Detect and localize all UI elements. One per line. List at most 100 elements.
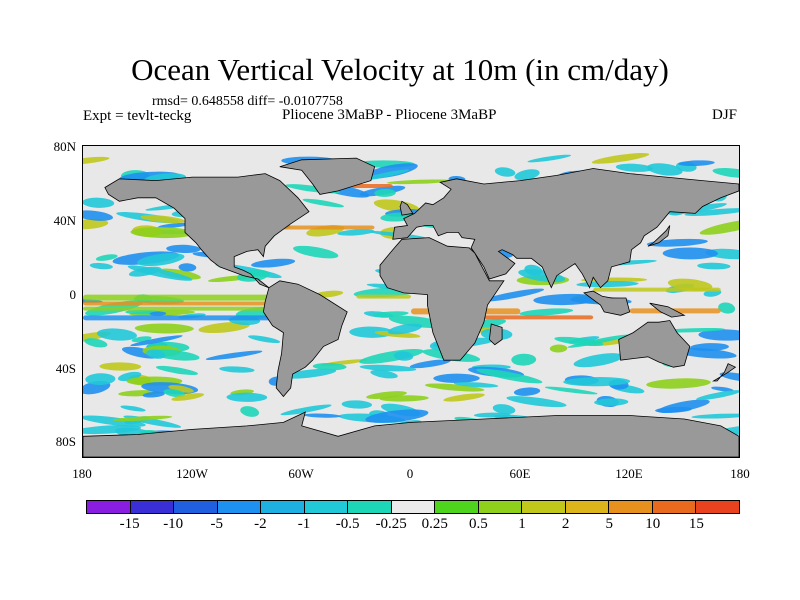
velocity-patch <box>95 254 118 261</box>
colorbar <box>86 500 740 514</box>
velocity-patch <box>615 163 653 172</box>
velocity-patch <box>678 160 715 167</box>
velocity-band <box>483 315 594 320</box>
velocity-patch <box>705 248 739 260</box>
velocity-patch <box>657 399 710 413</box>
velocity-patch <box>146 349 166 359</box>
velocity-patch <box>120 405 146 412</box>
africa-landmass <box>379 237 505 361</box>
velocity-patch <box>576 281 639 288</box>
velocity-patch <box>89 262 113 270</box>
velocity-patch <box>684 208 739 216</box>
colorbar-label: 0.25 <box>421 516 448 532</box>
colorbar-box <box>565 501 610 513</box>
velocity-band <box>593 287 721 292</box>
velocity-band <box>265 225 375 230</box>
experiment-label: Expt = tevlt-teckg <box>83 108 192 124</box>
colorbar-box <box>478 501 523 513</box>
velocity-patch <box>365 409 429 423</box>
velocity-patch <box>163 389 186 398</box>
velocity-patch <box>198 321 250 334</box>
colorbar-label: -5 <box>210 516 224 532</box>
velocity-patch <box>83 197 115 208</box>
velocity-patch <box>699 219 739 235</box>
velocity-patch <box>386 179 453 185</box>
velocity-patch <box>492 404 516 415</box>
velocity-patch <box>393 351 414 361</box>
velocity-patch <box>696 390 739 401</box>
velocity-patch <box>573 353 624 368</box>
velocity-patch <box>168 385 194 393</box>
colorbar-box <box>522 501 566 513</box>
velocity-patch <box>719 372 739 382</box>
colorbar-label: 1 <box>518 516 526 532</box>
comparison-label: Pliocene 3MaBP - Pliocene 3MaBP <box>282 107 497 123</box>
velocity-patch <box>280 404 332 416</box>
uk-landmass <box>399 200 414 216</box>
y-tick-40s: 40S <box>55 361 76 376</box>
new-guinea-landmass <box>649 302 686 318</box>
velocity-patch <box>506 396 567 408</box>
stats-line: rmsd= 0.648558 diff= -0.0107758 <box>152 94 343 109</box>
velocity-patch <box>140 215 186 224</box>
velocity-patch <box>302 198 345 208</box>
australia-landmass <box>618 320 691 368</box>
velocity-patch <box>370 369 398 379</box>
velocity-patch <box>473 412 511 418</box>
colorbar-label: -1 <box>297 516 311 532</box>
colorbar-box <box>435 501 479 513</box>
colorbar-label: 2 <box>561 516 570 532</box>
y-tick-40n: 40N <box>53 213 76 228</box>
velocity-patch <box>662 247 718 260</box>
velocity-band <box>356 294 411 299</box>
colorbar-label: -10 <box>163 516 184 532</box>
velocity-patch <box>697 262 731 270</box>
velocity-patch <box>83 415 146 427</box>
velocity-patch <box>205 350 263 361</box>
velocity-patch <box>306 224 345 237</box>
velocity-patch <box>483 288 544 302</box>
velocity-patch <box>514 169 540 181</box>
velocity-patch <box>519 308 574 316</box>
velocity-patch <box>646 378 711 389</box>
colorbar-box <box>304 501 349 513</box>
velocity-patch <box>718 302 736 314</box>
velocity-patch <box>251 258 296 268</box>
colorbar-label: 10 <box>645 516 661 532</box>
velocity-patch <box>96 328 138 341</box>
x-tick-120w: 120W <box>176 466 208 481</box>
x-tick-180e: 180 <box>730 466 750 481</box>
colorbar-label: 5 <box>605 516 613 532</box>
velocity-patch <box>359 349 424 364</box>
velocity-patch <box>563 377 631 387</box>
velocity-patch <box>374 188 396 197</box>
velocity-patch <box>83 425 142 435</box>
velocity-patch <box>85 373 116 385</box>
velocity-patch <box>84 338 108 348</box>
velocity-patch <box>359 364 417 372</box>
colorbar-box <box>696 501 739 513</box>
velocity-patch <box>359 169 410 181</box>
colorbar-label: -0.5 <box>335 516 360 532</box>
velocity-patch <box>282 368 337 379</box>
velocity-patch <box>155 365 199 375</box>
velocity-patch <box>248 335 281 344</box>
velocity-band <box>83 294 284 301</box>
colorbar-box <box>174 501 218 513</box>
north-america-landmass <box>104 173 310 289</box>
eurasia-landmass <box>392 168 739 289</box>
world-map <box>82 145 740 458</box>
velocity-patch <box>409 359 451 369</box>
velocity-patch <box>303 413 341 418</box>
velocity-patch <box>443 393 485 402</box>
velocity-band <box>83 301 320 306</box>
season-label: DJF <box>712 107 738 123</box>
velocity-patch <box>171 393 205 401</box>
colorbar-box <box>348 501 392 513</box>
velocity-patch <box>83 156 110 165</box>
velocity-patch <box>219 366 255 373</box>
x-tick-60w: 60W <box>288 466 314 481</box>
greenland-landmass <box>279 157 376 195</box>
colorbar-box <box>261 501 305 513</box>
new-zealand-landmass <box>712 363 737 382</box>
